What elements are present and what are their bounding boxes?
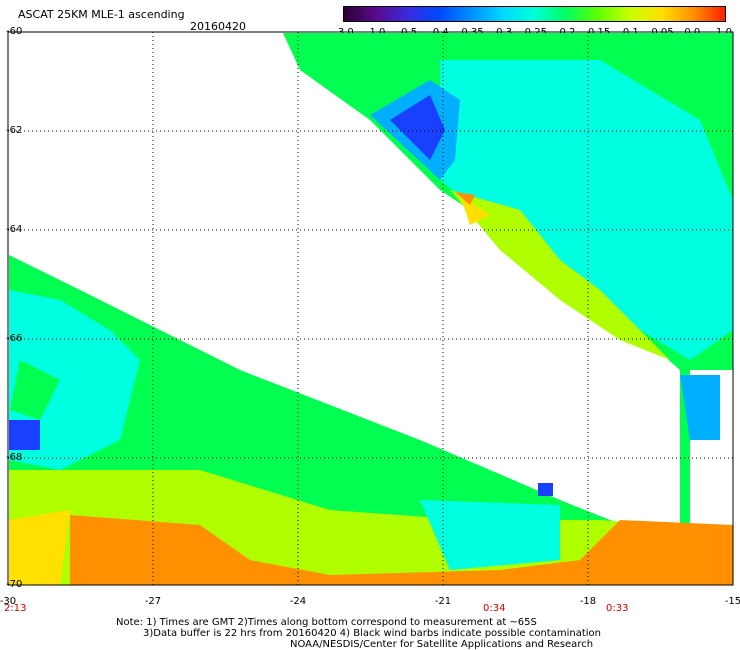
longitude-label: -24	[289, 596, 307, 607]
footer-note-1: Note: 1) Times are GMT 2)Times along bot…	[116, 617, 537, 628]
footer-credit: NOAA/NESDIS/Center for Satellite Applica…	[290, 639, 594, 650]
data-region	[10, 360, 60, 420]
longitude-label: -18	[579, 596, 597, 607]
map-title: ASCAT 25KM MLE-1 ascending	[18, 8, 185, 21]
data-region	[390, 95, 445, 160]
latitude-label: -64	[6, 224, 23, 235]
time-label: 0:34	[483, 603, 506, 614]
longitude-label: -27	[144, 596, 162, 607]
colorbar	[343, 6, 726, 22]
plot-frame	[7, 31, 734, 586]
latitude-label: -62	[6, 125, 23, 136]
data-region	[440, 60, 733, 360]
map-date: 20160420	[190, 20, 246, 33]
longitude-label: -30	[0, 596, 17, 607]
data-region	[455, 192, 475, 205]
latitude-label: -66	[6, 333, 23, 344]
data-region	[680, 375, 720, 440]
longitude-label: -21	[434, 596, 452, 607]
data-region	[538, 483, 553, 496]
time-label: 0:33	[606, 603, 629, 614]
data-region	[9, 420, 40, 450]
footer-note-2: 3)Data buffer is 22 hrs from 20160420 4)…	[143, 628, 601, 639]
latitude-label: -60	[6, 26, 23, 37]
data-region	[420, 500, 560, 570]
swath-fields	[9, 33, 733, 585]
data-region	[9, 510, 70, 585]
latitude-label: -68	[6, 452, 23, 463]
data-region	[9, 290, 140, 470]
latitude-label: -70	[6, 579, 23, 590]
data-region	[450, 190, 670, 360]
data-region	[70, 515, 733, 585]
time-label: 2:13	[4, 603, 27, 614]
longitude-label: -15	[724, 596, 740, 607]
